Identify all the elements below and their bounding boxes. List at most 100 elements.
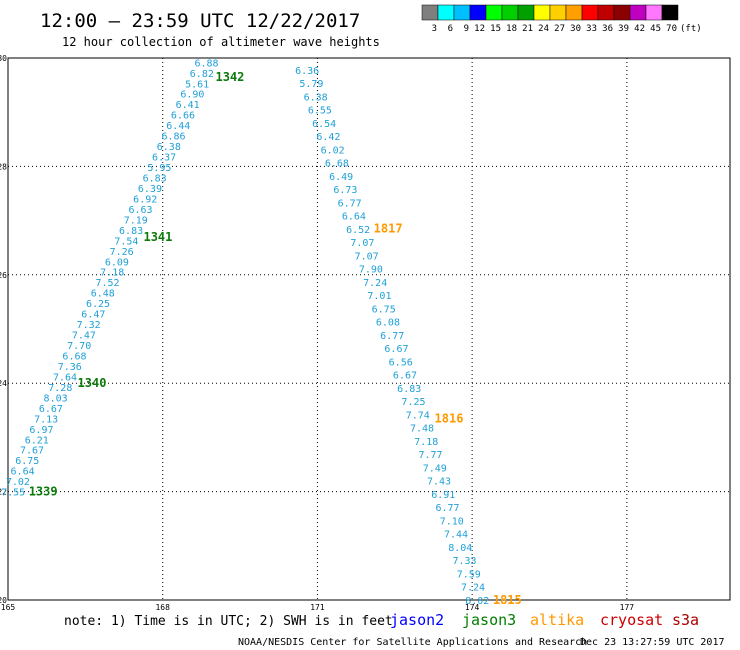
wave-height-label: 6.68	[62, 351, 86, 362]
colorbar-label: 18	[506, 24, 517, 34]
wave-height-label: 5.95	[147, 163, 171, 174]
colorbar-label: 15	[490, 24, 501, 34]
wave-height-label: 6.83	[397, 384, 421, 395]
wave-height-label: 7.19	[124, 215, 148, 226]
wave-height-label: 7.59	[457, 569, 481, 580]
colorbar-label: 12	[474, 24, 485, 34]
colorbar-swatch	[581, 4, 599, 21]
pass-time-label: 1817	[374, 222, 403, 236]
satellite-legend-cryosat: cryosat	[600, 611, 663, 629]
pass-time-label: 1342	[216, 70, 245, 84]
wave-height-label: 6.67	[384, 344, 408, 355]
wave-height-label: 7.25	[401, 397, 425, 408]
wave-height-label: 6.47	[81, 310, 105, 321]
wave-height-label: 6.25	[86, 299, 110, 310]
wave-height-label: 7.77	[418, 450, 442, 461]
colorbar-swatch	[565, 4, 583, 21]
wave-height-label: 7.18	[100, 268, 124, 279]
map-panel: 165168171174177202224262830 7.557.026.64…	[0, 54, 731, 612]
wave-height-label: 6.39	[138, 184, 162, 195]
wave-height-label: 6.38	[304, 92, 328, 103]
wave-height-label: 6.42	[316, 132, 340, 143]
wave-height-label: 6.64	[11, 467, 35, 478]
wave-height-label: 7.47	[72, 331, 96, 342]
wave-height-label: 7.55	[1, 488, 25, 499]
colorbar-swatch	[437, 4, 455, 21]
wave-height-label: 6.82	[190, 69, 214, 80]
wave-height-label: 5.79	[299, 79, 323, 90]
satellite-legend-jason2: jason2	[390, 611, 444, 629]
wave-height-label: 6.75	[15, 456, 39, 467]
colorbar-swatch	[597, 4, 615, 21]
wave-height-label: 7.49	[423, 463, 447, 474]
colorbar-label: 24	[538, 24, 549, 34]
altimeter-tracks: 7.557.026.646.757.676.216.977.136.678.03…	[1, 58, 522, 607]
colorbar-label: 27	[554, 24, 565, 34]
wave-height-label: 7.01	[367, 291, 391, 302]
y-tick-label: 24	[0, 379, 7, 388]
wave-height-label: 7.44	[444, 530, 468, 541]
satellite-legend-s3a: s3a	[672, 611, 699, 629]
footer-timestamp: Dec 23 13:27:59 UTC 2017	[580, 637, 725, 648]
wave-height-label: 6.75	[372, 304, 396, 315]
wave-height-label: 7.43	[427, 477, 451, 488]
colorbar-swatch	[629, 4, 647, 21]
footer-note: note: 1) Time is in UTC; 2) SWH is in fe…	[64, 614, 393, 629]
wave-height-label: 6.08	[376, 318, 400, 329]
wave-height-label: 6.52	[346, 225, 370, 236]
wave-height-label: 6.38	[157, 142, 181, 153]
footer-credit: NOAA/NESDIS Center for Satellite Applica…	[238, 637, 587, 648]
track-jason3: 7.557.026.646.757.676.216.977.136.678.03…	[1, 58, 244, 498]
wave-height-label: 6.36	[295, 66, 319, 77]
wave-height-label: 7.18	[414, 437, 438, 448]
wave-height-label: 6.67	[393, 371, 417, 382]
wave-height-label: 6.66	[171, 111, 195, 122]
wave-height-label: 6.02	[321, 145, 345, 156]
wave-height-label: 7.26	[110, 247, 134, 258]
wave-height-label: 7.07	[355, 251, 379, 262]
wave-height-label: 6.77	[435, 503, 459, 514]
colorbar-swatch	[549, 4, 567, 21]
wave-height-label: 7.10	[440, 516, 464, 527]
wave-height-label: 6.90	[180, 90, 204, 101]
wave-height-label: 6.54	[312, 119, 336, 130]
wave-height-label: 6.91	[431, 490, 455, 501]
colorbar-swatch	[517, 4, 535, 21]
y-tick-label: 26	[0, 271, 7, 280]
wave-height-label: 6.48	[91, 289, 115, 300]
colorbar-swatch	[533, 4, 551, 21]
wave-height-label: 7.33	[452, 556, 476, 567]
chart-title: 12:00 – 23:59 UTC 12/22/2017	[40, 10, 360, 32]
wave-height-label: 6.64	[342, 212, 366, 223]
colorbar-label: 36	[602, 24, 613, 34]
wave-height-label: 6.68	[325, 159, 349, 170]
wave-height-label: 7.07	[350, 238, 374, 249]
pass-time-label: 1339	[29, 485, 58, 499]
wave-height-label: 6.09	[105, 257, 129, 268]
wave-height-label: 6.86	[161, 132, 185, 143]
wave-height-label: 6.97	[29, 425, 53, 436]
wave-height-label: 7.28	[48, 383, 72, 394]
wave-height-label: 7.64	[53, 372, 77, 383]
wave-height-label: 7.48	[410, 424, 434, 435]
colorbar-swatch	[421, 4, 439, 21]
chart-subtitle: 12 hour collection of altimeter wave hei…	[62, 35, 380, 49]
wave-height-label: 6.37	[152, 153, 176, 164]
wave-height-label: 6.77	[338, 198, 362, 209]
colorbar-label: 39	[618, 24, 629, 34]
wave-height-label: 6.56	[389, 357, 413, 368]
wave-height-label: 6.63	[128, 205, 152, 216]
colorbar-swatch	[613, 4, 631, 21]
wave-height-label: 7.24	[461, 583, 485, 594]
colorbar-label: 21	[522, 24, 533, 34]
track-altika: 8.02 7.24 7.59 7.33 8.04 7.44 7.10 6.77 6.91 7.43…	[295, 66, 522, 607]
colorbar-label: 30	[570, 24, 581, 34]
wave-height-label: 7.54	[114, 236, 138, 247]
wave-height-label: 6.67	[39, 404, 63, 415]
pass-time-label: 1815	[493, 593, 522, 607]
wave-height-label: 6.88	[195, 58, 219, 69]
colorbar-label: 70	[666, 24, 677, 34]
pass-time-label: 1340	[78, 376, 107, 390]
colorbar-swatch	[645, 4, 663, 21]
